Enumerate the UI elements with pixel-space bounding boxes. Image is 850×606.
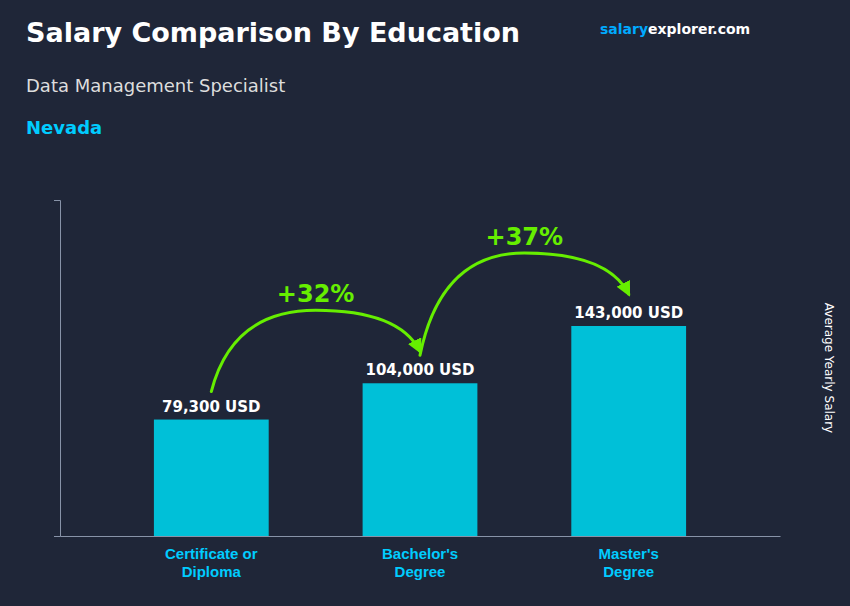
data-label: 143,000 USD xyxy=(574,304,683,322)
x-axis-line xyxy=(61,536,781,537)
background xyxy=(0,0,850,606)
plot: Certificate orDiplomaBachelor'sDegreeMas… xyxy=(54,201,781,580)
x-tick-label-line: Bachelor's xyxy=(382,545,458,562)
x-tick: Bachelor'sDegree xyxy=(382,536,458,580)
bar xyxy=(363,383,478,536)
x-tick: Master'sDegree xyxy=(599,536,659,580)
arrow xyxy=(211,310,420,391)
bars xyxy=(154,326,686,536)
x-tick: Certificate orDiploma xyxy=(165,536,258,580)
x-tick-label: Bachelor'sDegree xyxy=(382,545,458,580)
watermark-explorer: explorer.com xyxy=(648,21,750,37)
watermark-salary: salary xyxy=(600,21,648,37)
x-tick-label-line: Diploma xyxy=(182,563,242,580)
y-axis-line xyxy=(54,201,61,537)
arrow xyxy=(420,253,629,355)
percent-label: +32% xyxy=(277,280,355,308)
x-tick-label-line: Master's xyxy=(599,545,659,562)
arrows: +32% +37% xyxy=(211,223,628,392)
data-label: 104,000 USD xyxy=(366,361,475,379)
x-tick-label: Master'sDegree xyxy=(599,545,659,580)
x-tick-label-line: Degree xyxy=(603,563,654,580)
x-tick-label-line: Certificate or xyxy=(165,545,258,562)
chart: Salary Comparison By Education Data Manag… xyxy=(0,0,850,606)
bar xyxy=(571,326,686,536)
x-axis: Certificate orDiplomaBachelor'sDegreeMas… xyxy=(61,536,781,580)
percent-label: +37% xyxy=(486,223,564,251)
subtitle: Data Management Specialist xyxy=(26,75,285,96)
title: Salary Comparison By Education xyxy=(26,17,520,48)
x-tick-label: Certificate orDiploma xyxy=(165,545,258,580)
data-label: 79,300 USD xyxy=(162,398,261,416)
watermark: salaryexplorer.com xyxy=(600,21,750,37)
y-axis xyxy=(54,201,61,537)
y-axis-title: Average Yearly Salary xyxy=(822,303,836,433)
x-tick-label-line: Degree xyxy=(395,563,446,580)
bar xyxy=(154,420,269,536)
location: Nevada xyxy=(26,117,102,138)
